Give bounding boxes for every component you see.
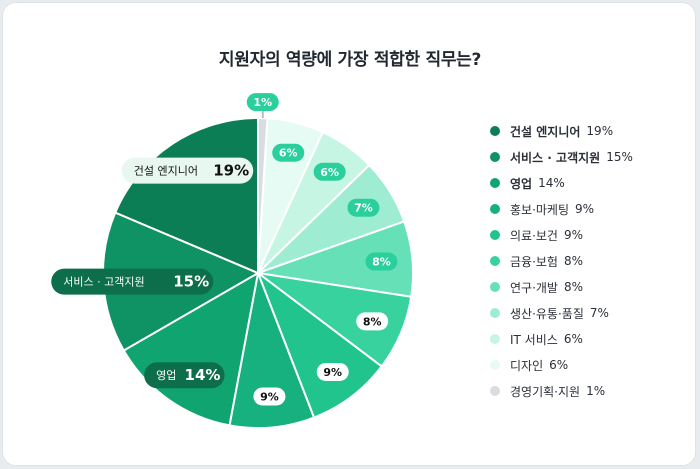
legend-label: 생산·유통·품질 xyxy=(510,306,584,321)
slice-tag-text: 6% xyxy=(279,147,298,160)
legend-item-7: 생산·유통·품질 7% xyxy=(490,300,633,326)
slice-tag-6: 9% xyxy=(316,362,349,381)
legend-label: 연구·개발 xyxy=(510,280,558,295)
pie-slice-7 xyxy=(228,269,316,429)
slice-tag-bg xyxy=(313,162,346,181)
legend-item-9: 디자인 6% xyxy=(490,352,633,378)
legend-pct: 14% xyxy=(538,176,565,190)
legend-pct: 6% xyxy=(563,332,583,346)
legend-pct: 19% xyxy=(586,124,614,138)
legend-swatch xyxy=(490,126,500,136)
legend-swatch xyxy=(490,204,500,214)
slice-tag-5: 8% xyxy=(356,312,389,331)
legend-item-10: 경영기획·지원 1% xyxy=(490,378,633,404)
legend-swatch xyxy=(490,386,500,396)
slice-tag-7: 9% xyxy=(253,387,286,406)
legend-pct: 15% xyxy=(606,150,633,164)
legend-pct: 8% xyxy=(563,254,584,268)
legend-item-3: 홍보·마케팅 9% xyxy=(490,196,633,222)
legend-swatch xyxy=(490,282,500,292)
callout-영업: 영업 14% xyxy=(144,362,225,389)
legend-pct: 6% xyxy=(549,358,569,372)
legend-pct: 1% xyxy=(586,384,606,398)
chart-title: 지원자의 역량에 가장 적합한 직무는? xyxy=(218,50,482,70)
slice-tag-bg xyxy=(253,387,286,406)
legend-item-4: 의료·보건 9% xyxy=(490,222,633,248)
legend-item-2: 영업 14% xyxy=(490,170,633,196)
slice-tag-bg xyxy=(347,198,380,217)
slice-tag-bg xyxy=(356,312,389,331)
legend-item-5: 금융·보험 8% xyxy=(490,248,633,274)
slice-tag-4: 8% xyxy=(365,252,398,271)
callout-bg xyxy=(121,157,254,184)
callout-pct: 14% xyxy=(185,366,221,384)
slice-tag-bg xyxy=(316,362,349,381)
callout-label: 건설 엔지니어 xyxy=(134,165,198,178)
legend-swatch xyxy=(490,152,500,162)
slice-tag-bg xyxy=(272,143,305,162)
slice-tag-bg xyxy=(365,252,398,271)
slice-tag-text: 8% xyxy=(363,315,382,328)
legend-label: 서비스 · 고객지원 xyxy=(510,150,601,165)
legend-label: IT 서비스 xyxy=(510,332,558,347)
legend-swatch xyxy=(490,334,500,344)
slice-tag-1: 6% xyxy=(272,143,305,162)
slice-tag-text: 9% xyxy=(260,390,279,403)
callout-label: 서비스 · 고객지원 xyxy=(63,276,144,289)
legend-swatch xyxy=(490,256,500,266)
legend-item-0: 건설 엔지니어 19% xyxy=(490,118,633,144)
legend-label: 홍보·마케팅 xyxy=(510,202,570,217)
callout-서비스-고객지원: 서비스 · 고객지원 15% xyxy=(51,268,214,295)
legend-item-1: 서비스 · 고객지원 15% xyxy=(490,144,633,170)
legend-label: 디자인 xyxy=(510,358,544,373)
legend-item-8: IT 서비스 6% xyxy=(490,326,633,352)
legend-label: 건설 엔지니어 xyxy=(510,124,581,139)
legend-label: 경영기획·지원 xyxy=(510,384,581,399)
legend-pct: 7% xyxy=(589,306,609,320)
slice-tag-3: 7% xyxy=(347,198,380,217)
legend-label: 영업 xyxy=(510,176,533,191)
callout-label: 영업 xyxy=(156,369,176,382)
chart-legend: 건설 엔지니어 19% 서비스 · 고객지원 15% 영업 14% 홍보·마케팅 9% 의료·보… xyxy=(490,118,633,404)
pie-slice-6 xyxy=(255,270,384,419)
legend-swatch xyxy=(490,308,500,318)
legend-pct: 9% xyxy=(575,202,595,216)
slice-tag-text: 6% xyxy=(320,166,339,179)
legend-swatch xyxy=(490,178,500,188)
callout-bg xyxy=(51,268,214,295)
callout-pct: 19% xyxy=(213,162,249,180)
slice-tag-0: 1% xyxy=(246,93,279,112)
pie-slice-10 xyxy=(113,116,259,275)
slice-tag-2: 6% xyxy=(313,162,346,181)
legend-swatch xyxy=(490,360,500,370)
callout-건설-엔지니어: 건설 엔지니어 19% xyxy=(121,157,254,184)
callout-pct: 15% xyxy=(173,273,209,291)
legend-swatch xyxy=(490,230,500,240)
legend-pct: 9% xyxy=(563,228,584,242)
slice-tag-text: 9% xyxy=(323,366,342,379)
legend-item-6: 연구·개발 8% xyxy=(490,274,633,300)
legend-label: 금융·보험 xyxy=(510,254,558,269)
slice-tag-text: 1% xyxy=(253,96,272,109)
legend-label: 의료·보건 xyxy=(510,228,558,243)
slice-tag-text: 8% xyxy=(372,256,391,269)
legend-pct: 8% xyxy=(563,280,584,294)
slice-tag-text: 7% xyxy=(354,202,373,215)
callout-bg xyxy=(144,362,225,389)
slice-tag-bg xyxy=(246,93,279,112)
